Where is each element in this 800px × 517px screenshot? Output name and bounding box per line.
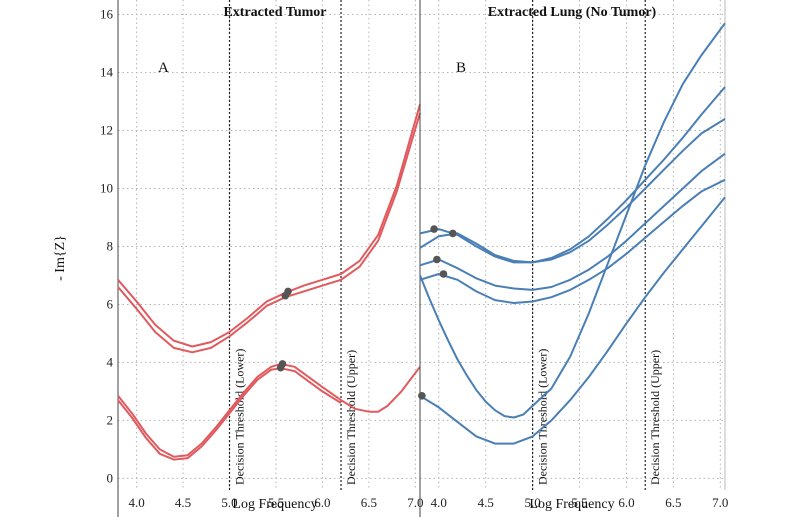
series-marker	[276, 363, 285, 372]
series-line	[419, 86, 726, 264]
panel-title: Extracted Lung (No Tumor)	[488, 5, 657, 20]
x-axis-title: Log Frequency	[529, 497, 614, 512]
x-tick-label: 6.5	[361, 495, 377, 510]
y-tick-label: 14	[100, 64, 114, 79]
x-axis-title: Log Frequency	[232, 497, 317, 512]
y-axis-title: - Im{Z}	[53, 235, 68, 281]
series-marker	[439, 270, 448, 278]
panel-letter: B	[456, 60, 466, 76]
plot-layer: Decision Threshold (Lower) Decision Thres…	[418, 0, 728, 517]
series-line	[117, 112, 421, 354]
y-tick-label: 6	[107, 296, 114, 311]
y-tick-label: 10	[100, 180, 113, 195]
series-line	[419, 152, 726, 291]
plot-layer: Decision Threshold (Lower) Decision Thres…	[100, 0, 423, 517]
series-line	[419, 178, 726, 304]
x-tick-label: 6.5	[665, 495, 681, 510]
series-line	[419, 22, 726, 419]
x-tick-label: 7.0	[712, 495, 728, 510]
x-tick-label: 4.0	[128, 495, 144, 510]
y-tick-label: 16	[100, 6, 114, 21]
x-tick-label: 5.0	[221, 495, 237, 510]
series-marker	[433, 255, 441, 264]
panel-title: Extracted Tumor	[223, 5, 326, 20]
series-line	[419, 196, 726, 445]
x-tick-label: 4.5	[478, 495, 494, 510]
panel-letter: A	[158, 60, 169, 76]
series-marker	[281, 291, 290, 300]
x-tick-label: 6.0	[618, 495, 634, 510]
series-marker	[418, 391, 426, 400]
series-marker	[449, 229, 457, 238]
x-tick-label: 5.5	[571, 495, 587, 510]
x-tick-label: 7.0	[407, 495, 423, 510]
threshold-label: Decision Threshold (Upper)	[344, 350, 358, 485]
y-tick-label: 8	[107, 238, 114, 253]
series-line	[117, 367, 342, 461]
series-line	[117, 104, 421, 348]
series-line	[117, 362, 421, 458]
threshold-label: Decision Threshold (Lower)	[536, 349, 550, 485]
y-tick-label: 4	[107, 354, 114, 369]
y-tick-label: 0	[107, 470, 114, 485]
x-tick-label: 5.5	[268, 495, 284, 510]
threshold-label: Decision Threshold (Upper)	[648, 350, 662, 485]
x-tick-label: 6.0	[314, 495, 330, 510]
series-marker	[430, 225, 438, 233]
y-tick-label: 12	[100, 122, 113, 137]
threshold-label: Decision Threshold (Lower)	[233, 349, 247, 485]
x-tick-label: 4.0	[431, 495, 447, 510]
y-tick-label: 2	[107, 412, 114, 427]
panel-lung: Decision Threshold (Lower) Decision Thres…	[418, 0, 728, 517]
panel-tumor: Decision Threshold (Lower) Decision Thres…	[53, 0, 423, 517]
x-tick-label: 5.0	[524, 495, 540, 510]
x-tick-label: 4.5	[175, 495, 191, 510]
series-line	[419, 118, 726, 264]
